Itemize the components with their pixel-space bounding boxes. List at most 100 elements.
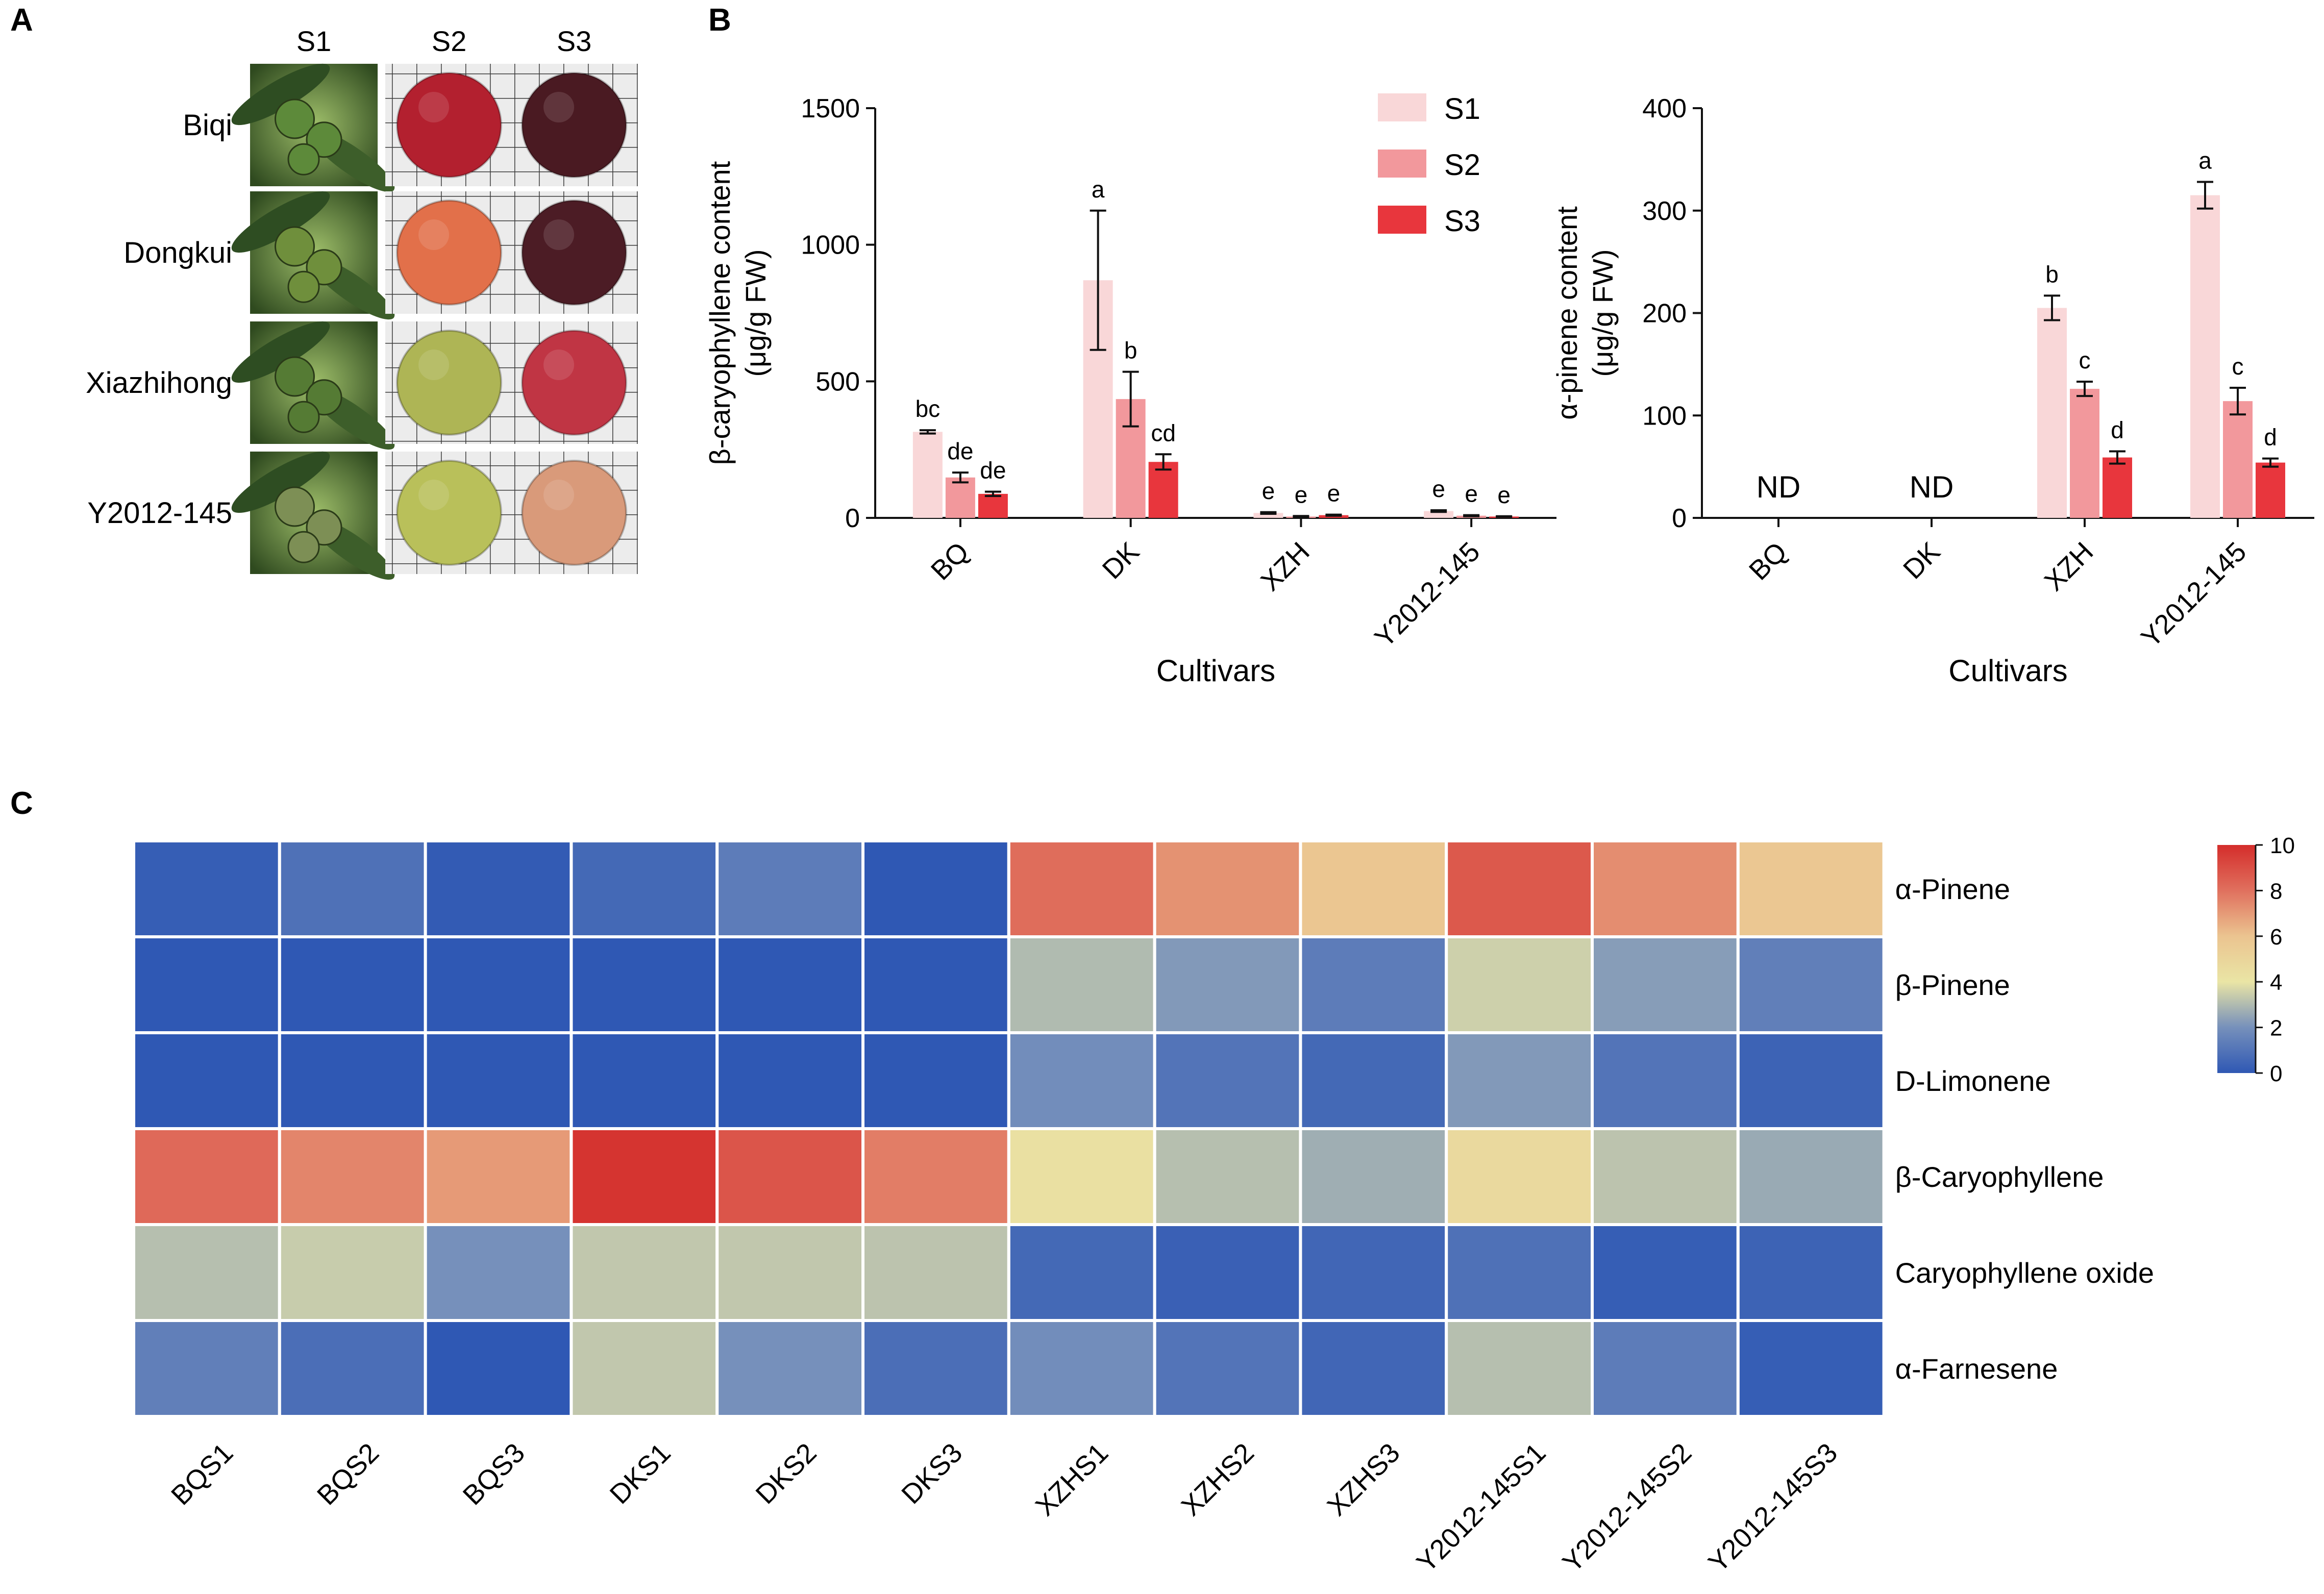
bar: [2103, 457, 2132, 518]
heatmap-cell: [715, 1127, 864, 1226]
heatmap-column-label: Y2012-145S2: [1556, 1437, 1697, 1578]
heatmap-cell: [570, 839, 719, 938]
heatmap-cell: [1153, 1223, 1302, 1322]
fruit-highlight: [418, 350, 449, 380]
fruit-highlight: [543, 480, 574, 510]
heatmap-cell: [1153, 1319, 1302, 1418]
heatmap-cell: [424, 1031, 573, 1130]
heatmap-cell: [1591, 839, 1740, 938]
heatmap-cell: [424, 1127, 573, 1226]
cultivar-label: Y2012-145: [87, 496, 232, 530]
heatmap-row-label: D-Limonene: [1895, 1065, 2051, 1097]
colorbar-tick-label: 6: [2270, 925, 2282, 950]
bar: [978, 493, 1008, 518]
heatmap-column-label: BQS1: [165, 1437, 239, 1511]
heatmap-cell: [715, 935, 864, 1034]
fruit-highlight: [543, 219, 574, 250]
fruit-highlight: [418, 219, 449, 250]
heatmap-cell: [570, 1031, 719, 1130]
leaf-shape: [231, 191, 330, 253]
heatmap-cell: [1591, 1127, 1740, 1226]
heatmap-row-label: α-Farnesene: [1895, 1353, 2058, 1385]
heatmap-column-label: XZHS3: [1321, 1437, 1406, 1522]
heatmap: α-Pinene β-Pinene D-Limonene β-Caryophyllen…: [132, 833, 2295, 1578]
heatmap-cell: [1007, 935, 1156, 1034]
x-tick-label: XZH: [1255, 536, 1316, 597]
fruit-photo: [385, 64, 513, 186]
heatmap-cell: [1007, 839, 1156, 938]
fruit: [521, 330, 627, 436]
heatmap-cell: [1736, 935, 1886, 1034]
legend-label: S1: [1444, 92, 1480, 126]
heatmap-cell: [861, 935, 1010, 1034]
stage-header: S1: [296, 25, 332, 57]
legend-swatch: [1378, 93, 1426, 121]
heatmap-column-label: DKS1: [604, 1437, 677, 1510]
significance-label: bc: [916, 395, 941, 422]
fruit-photo: [385, 191, 513, 314]
bar: [1148, 462, 1178, 518]
x-axis-title: Cultivars: [1156, 654, 1275, 688]
y-axis-units: (μg/g FW): [739, 249, 772, 377]
y-axis-title: β-caryophyllene content: [704, 161, 736, 465]
caryophyllene-chart: 0 500 1000 1500 β-caryophyllene content (μg/g…: [704, 92, 1556, 688]
unripe-fruit: [287, 531, 320, 563]
heatmap-cell: [1153, 935, 1302, 1034]
x-tick-label: BQ: [1743, 536, 1793, 586]
significance-label: a: [2198, 147, 2212, 174]
fruit-photo: [231, 321, 395, 450]
significance-label: e: [1497, 482, 1511, 508]
heatmap-cell: [1445, 1223, 1594, 1322]
heatmap-cell: [1736, 1223, 1886, 1322]
stage-header: S3: [557, 25, 592, 57]
significance-label: d: [2264, 424, 2277, 451]
unripe-fruit: [275, 226, 315, 267]
significance-label: e: [1262, 478, 1275, 504]
heatmap-cell: [715, 839, 864, 938]
cultivar-label: Biqi: [183, 109, 232, 142]
heatmap-row-label: β-Pinene: [1895, 969, 2010, 1001]
unripe-fruit: [275, 486, 315, 527]
cultivar-label: Xiazhihong: [86, 366, 232, 400]
x-tick-label: DK: [1097, 536, 1145, 585]
nd-annotation: ND: [1910, 470, 1954, 504]
heatmap-cell: [1445, 1127, 1594, 1226]
cultivar-label: Dongkui: [123, 236, 232, 269]
heatmap-cell: [1591, 1031, 1740, 1130]
heatmap-cell: [570, 1223, 719, 1322]
leaf-shape: [231, 451, 330, 513]
bar: [945, 477, 975, 518]
legend-label: S2: [1444, 148, 1480, 182]
nd-annotation: ND: [1757, 470, 1801, 504]
y-tick-label: 0: [845, 504, 860, 533]
fruit-highlight: [543, 92, 574, 122]
pinene-chart: 0 100 200 300 400 α-pinene content (μg/g FW) Cu…: [1551, 94, 2314, 688]
panel-label-a: A: [10, 3, 33, 38]
fruit-photo: [385, 452, 513, 574]
y-tick-label: 500: [815, 367, 860, 396]
heatmap-cell: [1445, 1319, 1594, 1418]
bar: [2223, 401, 2253, 518]
heatmap-column-label: XZHS2: [1175, 1437, 1260, 1522]
fruit-photo: [510, 452, 638, 574]
heatmap-cell: [861, 1031, 1010, 1130]
heatmap-cell: [424, 1319, 573, 1418]
heatmap-cell: [715, 1223, 864, 1322]
y-axis-title: α-pinene content: [1551, 206, 1583, 420]
fruit-highlight: [418, 92, 449, 122]
heatmap-cell: [1299, 1031, 1448, 1130]
heatmap-cell: [715, 1319, 864, 1418]
x-tick-label: Y2012-145: [1369, 536, 1486, 653]
heatmap-cell: [132, 1031, 281, 1130]
y-axis-units: (μg/g FW): [1587, 249, 1619, 377]
heatmap-cell: [278, 1319, 427, 1418]
heatmap-cell: [1736, 839, 1886, 938]
panel-label-b: B: [708, 3, 731, 38]
significance-label: e: [1327, 480, 1341, 507]
y-tick-label: 300: [1642, 196, 1687, 226]
significance-label: d: [2111, 417, 2124, 443]
heatmap-cell: [1299, 1223, 1448, 1322]
fruit: [396, 330, 502, 436]
stage-header: S2: [432, 25, 467, 57]
